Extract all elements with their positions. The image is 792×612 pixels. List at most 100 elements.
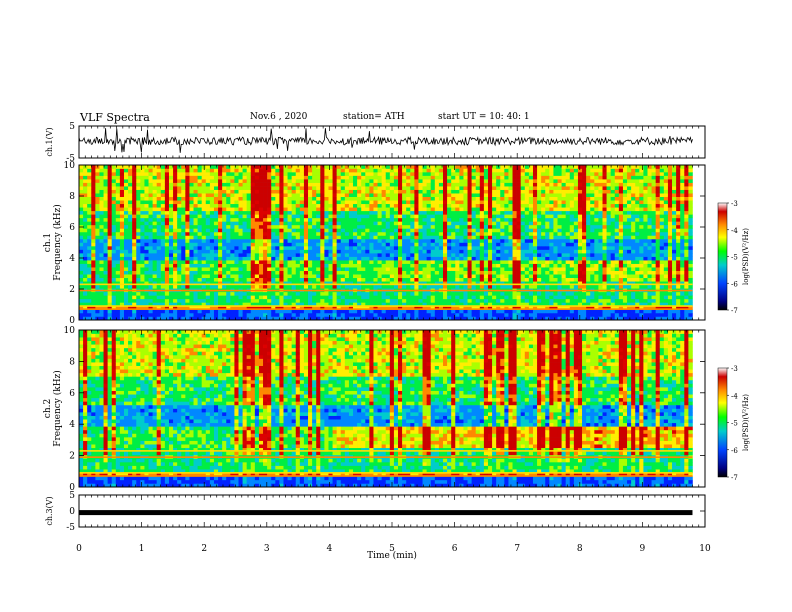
spec-cell — [132, 217, 137, 222]
spec-cell — [487, 249, 493, 254]
spec-cell — [99, 270, 104, 275]
spec-cell — [496, 263, 501, 268]
spec-cell — [291, 284, 297, 289]
spec-cell — [406, 295, 411, 300]
spec-cell — [520, 291, 526, 296]
spec-cell — [467, 309, 472, 314]
spec-cell — [479, 235, 485, 240]
spec-cell — [226, 253, 231, 257]
spec-cell — [168, 316, 174, 321]
spec-cell — [353, 253, 358, 257]
spec-cell — [99, 295, 104, 300]
spec-cell — [230, 175, 235, 180]
spec-cell — [541, 270, 546, 275]
spec-cell — [357, 186, 362, 190]
spec-cell — [115, 165, 121, 169]
spec-cell — [418, 172, 423, 176]
spec-cell — [422, 284, 427, 289]
spec-cell — [459, 305, 464, 310]
spec-cell — [95, 242, 100, 247]
spec-cell — [197, 267, 202, 271]
spec-cell — [357, 214, 362, 219]
spec-cell — [312, 207, 317, 212]
spec-cell — [463, 284, 468, 289]
spec-cell — [213, 189, 219, 194]
spec-cell — [438, 263, 444, 268]
spec-cell — [455, 165, 460, 169]
spec-cell — [340, 246, 346, 250]
spec-cell — [365, 196, 370, 201]
spec-cell — [99, 302, 104, 307]
spec-cell — [385, 175, 391, 180]
spec-cell — [103, 200, 108, 205]
spec-cell — [414, 312, 419, 317]
spec-cell — [140, 242, 145, 247]
spec-cell — [443, 182, 448, 187]
spec-cell — [205, 281, 211, 286]
spec-cell — [389, 172, 395, 176]
spec-cell — [152, 291, 158, 296]
spec-cell — [418, 298, 423, 303]
spec-cell — [312, 168, 317, 173]
spec-cell — [128, 165, 133, 169]
spec-cell — [528, 309, 534, 314]
spec-cell — [283, 267, 288, 271]
spec-cell — [263, 284, 268, 289]
spec-cell — [312, 298, 317, 303]
spec-cell — [373, 316, 378, 321]
spec-cell — [128, 270, 133, 275]
spec-cell — [234, 203, 239, 208]
spec-cell — [279, 228, 284, 233]
spec-cell — [537, 179, 542, 183]
spec-cell — [291, 295, 297, 300]
spec-cell — [152, 256, 158, 261]
spec-cell — [422, 193, 427, 197]
spec-cell — [123, 179, 129, 183]
spec-cell — [164, 267, 170, 271]
spec-cell — [213, 210, 219, 215]
spec-cell — [340, 214, 346, 219]
spec-cell — [353, 305, 358, 310]
spec-cell — [275, 242, 280, 247]
spec-cell — [177, 277, 182, 282]
spec-cell — [279, 179, 284, 183]
spec-cell — [361, 203, 366, 208]
spec-cell — [95, 270, 100, 275]
spec-cell — [320, 196, 325, 201]
spec-cell — [504, 253, 509, 257]
spec-cell — [381, 242, 387, 247]
spec-cell — [487, 246, 493, 250]
spec-cell — [144, 305, 149, 310]
spec-cell — [357, 210, 362, 215]
spec-cell — [283, 284, 288, 289]
spec-cell — [173, 256, 178, 261]
spec-cell — [193, 200, 198, 205]
spec-cell — [205, 260, 211, 264]
spec-cell — [119, 207, 125, 212]
spec-cell — [123, 228, 129, 233]
spec-cell — [389, 312, 395, 317]
spec-cell — [447, 281, 452, 286]
spec-cell — [348, 221, 354, 226]
spec-cell — [320, 312, 325, 317]
spec-cell — [299, 260, 305, 264]
spec-cell — [79, 284, 84, 289]
spec-cell — [312, 260, 317, 264]
spec-cell — [389, 260, 395, 264]
spec-cell — [422, 298, 427, 303]
spec-cell — [156, 316, 162, 321]
spec-cell — [369, 196, 374, 201]
spec-cell — [123, 316, 129, 321]
spec-cell — [128, 316, 133, 321]
spec-cell — [226, 242, 231, 247]
spec-cell — [508, 274, 513, 279]
spec-cell — [520, 235, 526, 240]
spec-cell — [99, 228, 104, 233]
spec-cell — [483, 274, 489, 279]
spec-cell — [463, 179, 468, 183]
spec-cell — [173, 214, 178, 219]
spec-cell — [132, 224, 137, 229]
spec-cell — [181, 253, 186, 257]
spec-cell — [107, 168, 113, 173]
spec-cell — [475, 231, 481, 236]
